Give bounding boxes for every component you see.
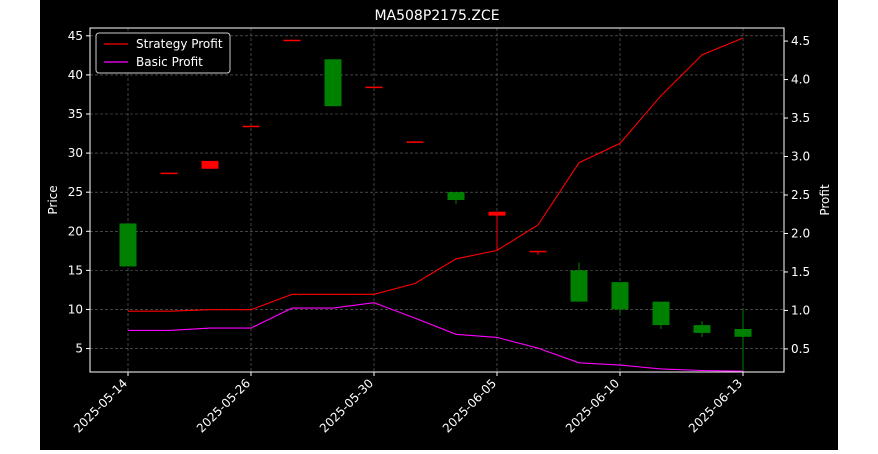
- left-axis-tick-label: 15: [68, 263, 83, 277]
- right-axis-tick-label: 0.5: [791, 342, 810, 356]
- candle-body: [652, 301, 670, 326]
- left-axis-tick-label: 25: [68, 185, 83, 199]
- chart-svg: 5 10 15 20 25 30 35 40 45 0.5 1.0 1.5 2.0 2.5 3.0 3.5 4…: [40, 0, 838, 450]
- candle-body: [119, 223, 137, 267]
- left-axis-ticks: 5 10 15 20 25 30 35 40 45: [68, 29, 90, 356]
- left-axis-tick-label: 35: [68, 107, 83, 121]
- candle-body: [324, 59, 342, 107]
- legend-label-strategy: Strategy Profit: [136, 37, 223, 51]
- legend-box: [95, 32, 231, 74]
- right-axis-tick-label: 1.0: [791, 303, 810, 317]
- candle-body: [242, 125, 260, 128]
- right-axis-tick-label: 4.5: [791, 34, 810, 48]
- right-axis-tick-label: 3.5: [791, 111, 810, 125]
- left-axis-tick-label: 45: [68, 29, 83, 43]
- chart-title: MA508P2175.ZCE: [374, 8, 499, 24]
- candle-body: [447, 192, 465, 200]
- left-axis-tick-label: 5: [75, 342, 83, 356]
- basic-profit-line: [128, 302, 744, 372]
- profit-lines: [128, 37, 744, 372]
- right-axis-ticks: 0.5 1.0 1.5 2.0 2.5 3.0 3.5 4.0 4.5: [784, 34, 810, 356]
- candle-body: [529, 250, 547, 253]
- candlestick-series: [119, 39, 752, 372]
- candle-body: [488, 211, 506, 216]
- candle-body: [160, 172, 178, 175]
- right-axis-tick-label: 2.0: [791, 226, 810, 240]
- right-axis-label: Profit: [818, 184, 832, 216]
- left-axis-tick-label: 40: [68, 68, 83, 82]
- candle-body: [611, 282, 629, 310]
- right-axis-tick-label: 1.5: [791, 265, 810, 279]
- right-axis-tick-label: 2.5: [791, 188, 810, 202]
- right-axis-tick-label: 3.0: [791, 150, 810, 164]
- candle-body: [201, 160, 219, 169]
- strategy-profit-line: [128, 37, 744, 312]
- legend: Strategy Profit Basic Profit: [95, 32, 231, 74]
- legend-label-basic: Basic Profit: [136, 55, 203, 69]
- plot-frame: [89, 27, 785, 373]
- left-axis-tick-label: 30: [68, 146, 83, 160]
- candle-body: [570, 270, 588, 302]
- left-axis-tick-label: 10: [68, 302, 83, 316]
- left-axis-label: Price: [46, 185, 60, 214]
- candle-body: [283, 39, 301, 42]
- right-axis-tick-label: 4.0: [791, 73, 810, 87]
- candle-body: [406, 141, 424, 143]
- candle-body: [365, 86, 383, 89]
- candle-body: [693, 325, 711, 333]
- chart-figure: 5 10 15 20 25 30 35 40 45 0.5 1.0 1.5 2.0 2.5 3.0 3.5 4…: [40, 0, 838, 450]
- candle-body: [734, 329, 752, 337]
- left-axis-tick-label: 20: [68, 224, 83, 238]
